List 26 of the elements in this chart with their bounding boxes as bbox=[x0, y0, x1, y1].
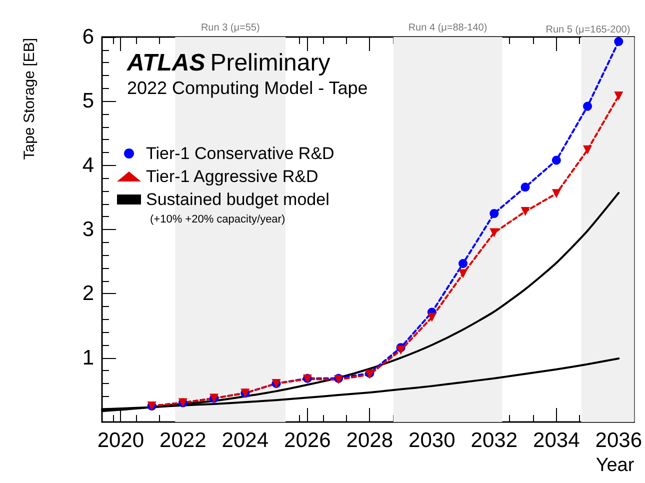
legend-label: Tier-1 Conservative R&D bbox=[146, 144, 334, 163]
band-label: Run 5 (μ=165-200) bbox=[546, 24, 630, 36]
x-tick-label: 2020 bbox=[97, 429, 144, 452]
band-label: Run 4 (μ=88-140) bbox=[408, 22, 488, 34]
y-tick-label: 5 bbox=[82, 90, 94, 113]
x-tick-label: 2022 bbox=[160, 429, 206, 452]
x-axis-title: Year bbox=[596, 455, 635, 476]
x-tick-label: 2026 bbox=[284, 429, 331, 452]
legend-label: Sustained budget model bbox=[146, 190, 330, 209]
x-tick-label: 2024 bbox=[222, 429, 269, 452]
text: 2022 Computing Model - Tape bbox=[127, 78, 368, 98]
y-axis-title: Tape Storage [EB] bbox=[21, 38, 38, 160]
y-tick-label: 2 bbox=[82, 282, 94, 306]
y-tick-label: 6 bbox=[82, 26, 94, 48]
band-label: Run 3 (μ=55) bbox=[200, 22, 260, 34]
legend-label: Tier-1 Aggressive R&D bbox=[146, 167, 318, 186]
x-tick-label: 2030 bbox=[408, 429, 456, 452]
y-tick-label: 3 bbox=[82, 218, 94, 241]
annotation: (+10% +20% capacity/year) bbox=[150, 214, 286, 226]
text: ATLAS Preliminary bbox=[126, 50, 330, 76]
x-tick-label: 2028 bbox=[346, 429, 394, 452]
x-tick-label: 2032 bbox=[470, 429, 518, 452]
y-tick-label: 4 bbox=[82, 154, 94, 177]
x-tick-label: 2034 bbox=[533, 429, 580, 452]
x-tick-label: 2036 bbox=[595, 429, 642, 452]
y-tick-label: 1 bbox=[82, 346, 94, 370]
